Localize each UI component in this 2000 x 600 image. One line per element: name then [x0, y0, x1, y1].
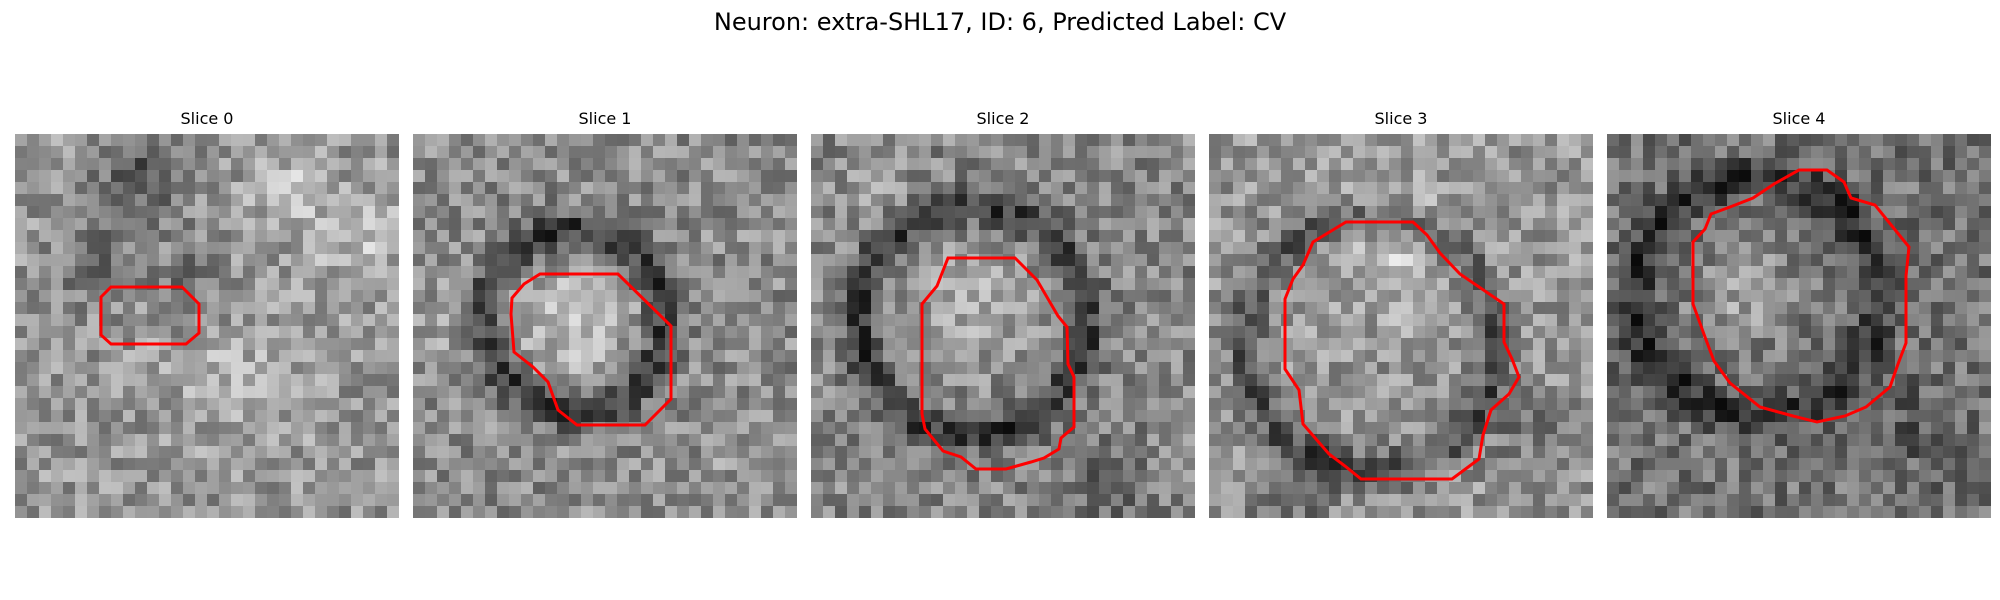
roi-contour-overlay	[1691, 168, 1911, 424]
slice-panel-3: Slice 3	[1209, 108, 1593, 518]
slice-image-pixels	[811, 134, 1195, 518]
slice-image	[413, 134, 797, 518]
roi-contour	[920, 256, 1076, 471]
roi-contour	[99, 285, 201, 346]
slice-panel-2: Slice 2	[811, 108, 1195, 518]
slice-panel-1: Slice 1	[413, 108, 797, 518]
slice-image-pixels	[413, 134, 797, 518]
roi-contour-overlay	[509, 272, 673, 427]
slice-image-pixels	[1209, 134, 1593, 518]
slice-image	[15, 134, 399, 518]
slice-image	[811, 134, 1195, 518]
roi-contour	[1691, 168, 1911, 424]
slice-image-pixels	[1607, 134, 1991, 518]
slice-title: Slice 0	[180, 109, 234, 128]
slice-panel-4: Slice 4	[1607, 108, 1991, 518]
roi-contour-overlay	[99, 285, 201, 346]
roi-contour-overlay	[920, 256, 1076, 471]
roi-contour-overlay	[1283, 220, 1521, 481]
slice-title: Slice 3	[1374, 109, 1428, 128]
slice-image	[1209, 134, 1593, 518]
slice-image	[1607, 134, 1991, 518]
slice-title: Slice 2	[976, 109, 1030, 128]
slice-title: Slice 4	[1772, 109, 1826, 128]
figure-title: Neuron: extra-SHL17, ID: 6, Predicted La…	[713, 8, 1287, 36]
slice-image-pixels	[15, 134, 399, 518]
roi-contour	[509, 272, 673, 427]
slice-title: Slice 1	[578, 109, 632, 128]
roi-contour	[1283, 220, 1521, 481]
slice-panel-0: Slice 0	[15, 108, 399, 518]
